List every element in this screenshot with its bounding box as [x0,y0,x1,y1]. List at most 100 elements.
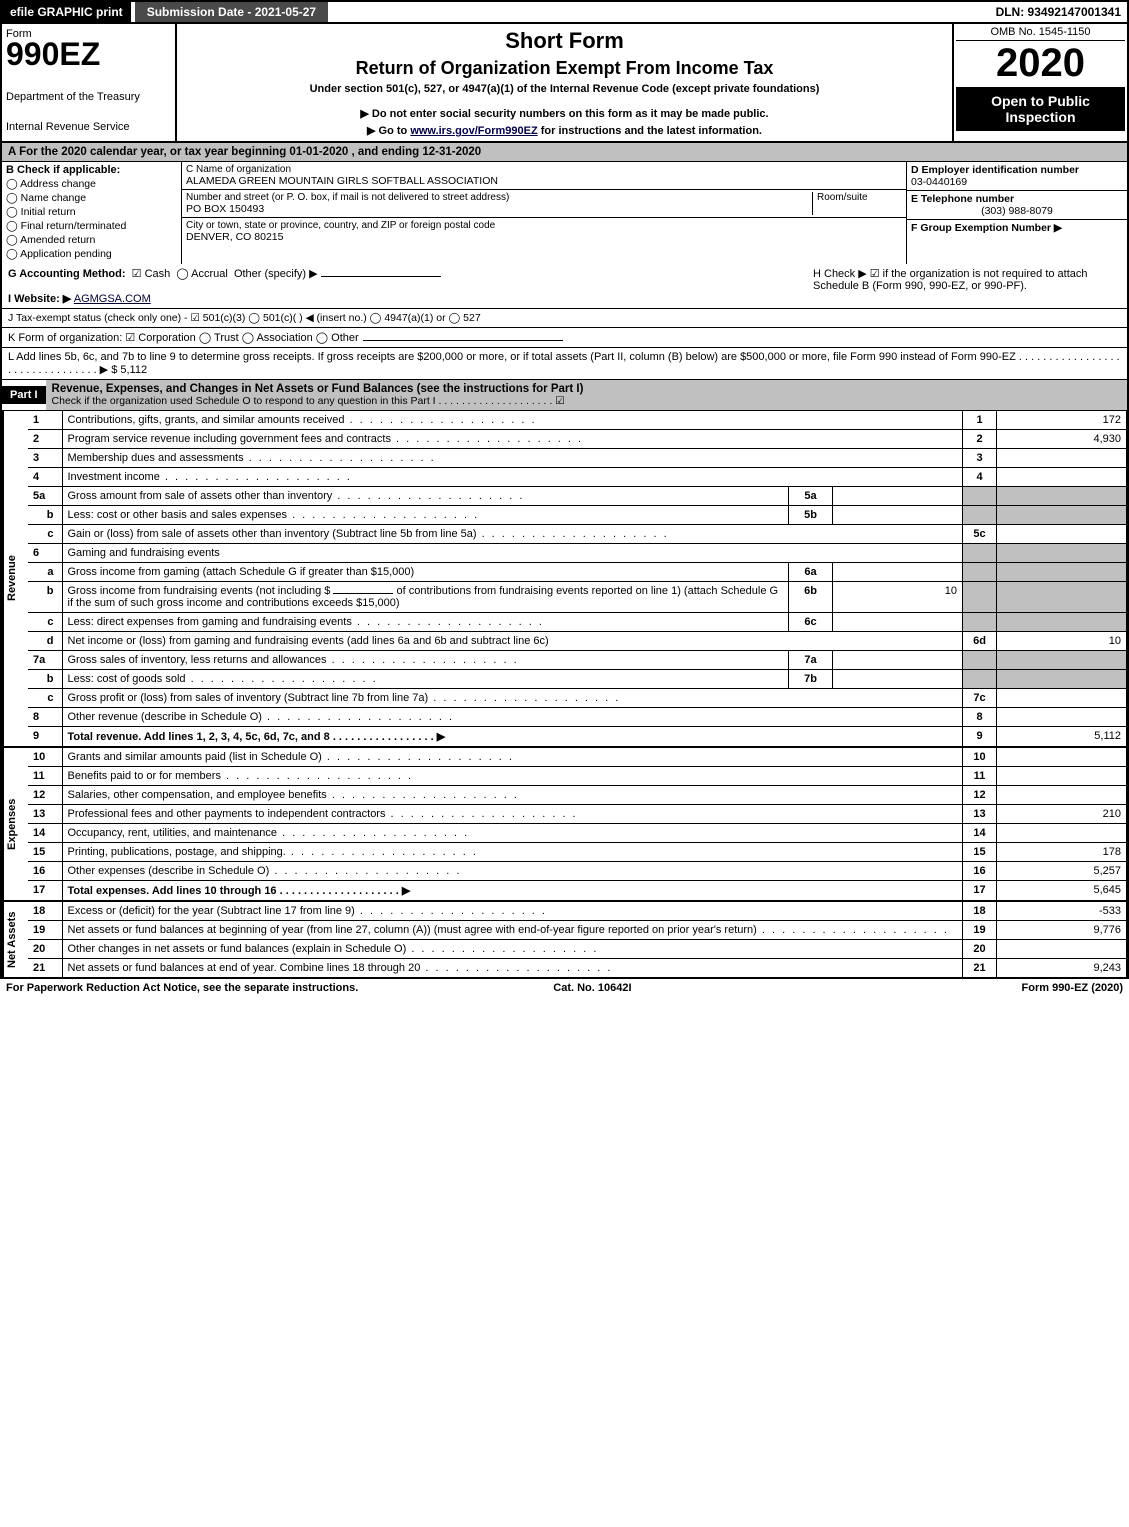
g-label: G Accounting Method: [8,268,126,280]
part1-title: Revenue, Expenses, and Changes in Net As… [52,383,1121,395]
line-1: 1Contributions, gifts, grants, and simil… [28,411,1127,430]
revenue-table: 1Contributions, gifts, grants, and simil… [28,411,1127,746]
netassets-table: 18Excess or (deficit) for the year (Subt… [28,902,1127,977]
line-12: 12Salaries, other compensation, and empl… [28,786,1127,805]
k-text: K Form of organization: ☑ Corporation ◯ … [8,331,359,344]
line-8: 8Other revenue (describe in Schedule O)8 [28,708,1127,727]
dln-label: DLN: 93492147001341 [996,5,1127,19]
header-left: Form 990EZ Department of the Treasury In… [2,24,177,141]
line-2: 2Program service revenue including gover… [28,430,1127,449]
irs-label: Internal Revenue Service [6,121,171,133]
revenue-vlabel: Revenue [2,411,28,746]
g-line: G Accounting Method: ☑ Cash ◯ Accrual Ot… [8,267,801,280]
footer-cat: Cat. No. 10642I [553,982,631,994]
chk-address-change[interactable]: ◯ Address change [6,178,177,190]
org-name: ALAMEDA GREEN MOUNTAIN GIRLS SOFTBALL AS… [186,175,902,187]
footer-left: For Paperwork Reduction Act Notice, see … [6,982,358,994]
line-5c: cGain or (loss) from sale of assets othe… [28,525,1127,544]
line-20: 20Other changes in net assets or fund ba… [28,940,1127,959]
line-5b: bLess: cost or other basis and sales exp… [28,506,1127,525]
line-16: 16Other expenses (describe in Schedule O… [28,862,1127,881]
goto-post: for instructions and the latest informat… [538,125,762,137]
h-line: H Check ▶ ☑ if the organization is not r… [807,264,1127,308]
f-label: F Group Exemption Number ▶ [911,222,1062,234]
i-label: I Website: ▶ [8,293,71,305]
line-17: 17Total expenses. Add lines 10 through 1… [28,881,1127,901]
revenue-section: Revenue 1Contributions, gifts, grants, a… [2,411,1127,748]
chk-amended-return[interactable]: ◯ Amended return [6,234,177,246]
expenses-table: 10Grants and similar amounts paid (list … [28,748,1127,900]
netassets-vlabel: Net Assets [2,902,28,977]
line-5a: 5aGross amount from sale of assets other… [28,487,1127,506]
section-b: B Check if applicable: ◯ Address change … [2,162,182,264]
chk-final-return[interactable]: ◯ Final return/terminated [6,220,177,232]
line-3: 3Membership dues and assessments3 [28,449,1127,468]
room-label: Room/suite [817,192,902,203]
submission-date-badge: Submission Date - 2021-05-27 [135,2,328,22]
section-c: C Name of organization ALAMEDA GREEN MOU… [182,162,907,264]
netassets-section: Net Assets 18Excess or (deficit) for the… [2,902,1127,977]
line-18: 18Excess or (deficit) for the year (Subt… [28,902,1127,921]
e-label: E Telephone number [911,193,1123,205]
expenses-vlabel: Expenses [2,748,28,900]
e-phone: E Telephone number (303) 988-8079 [907,191,1127,220]
g-other[interactable]: Other (specify) ▶ [234,268,318,280]
line-7a: 7aGross sales of inventory, less returns… [28,651,1127,670]
line-11: 11Benefits paid to or for members11 [28,767,1127,786]
header-right: OMB No. 1545-1150 2020 Open to Public In… [952,24,1127,141]
b-label: B Check if applicable: [6,164,177,176]
line-6b: bGross income from fundraising events (n… [28,582,1127,613]
line-14: 14Occupancy, rent, utilities, and mainte… [28,824,1127,843]
g-cash[interactable]: Cash [145,268,171,280]
form-number: 990EZ [6,36,171,73]
org-address: PO BOX 150493 [186,203,812,215]
chk-initial-return[interactable]: ◯ Initial return [6,206,177,218]
irs-link[interactable]: www.irs.gov/Form990EZ [410,125,537,137]
line-15: 15Printing, publications, postage, and s… [28,843,1127,862]
line-21: 21Net assets or fund balances at end of … [28,959,1127,978]
d-ein: D Employer identification number 03-0440… [907,162,1127,191]
line-10: 10Grants and similar amounts paid (list … [28,748,1127,767]
goto-pre: ▶ Go to [367,125,410,137]
part1-sub: Check if the organization used Schedule … [52,395,1121,407]
line-6d: dNet income or (loss) from gaming and fu… [28,632,1127,651]
line-13: 13Professional fees and other payments t… [28,805,1127,824]
c-addr-label: Number and street (or P. O. box, if mail… [186,192,812,203]
header-center: Short Form Return of Organization Exempt… [177,24,952,141]
page-footer: For Paperwork Reduction Act Notice, see … [0,979,1129,997]
omb-number: OMB No. 1545-1150 [956,26,1125,41]
info-grid: B Check if applicable: ◯ Address change … [2,162,1127,264]
d-label: D Employer identification number [911,164,1123,176]
ssn-warning: ▶ Do not enter social security numbers o… [181,107,948,120]
ein-value: 03-0440169 [911,176,1123,188]
l-line: L Add lines 5b, 6c, and 7b to line 9 to … [2,348,1127,380]
ghi-row: G Accounting Method: ☑ Cash ◯ Accrual Ot… [2,264,1127,309]
expenses-section: Expenses 10Grants and similar amounts pa… [2,748,1127,902]
c-name: C Name of organization ALAMEDA GREEN MOU… [182,162,906,190]
i-line: I Website: ▶ AGMGSA.COM [8,292,801,305]
j-text: J Tax-exempt status (check only one) - ☑… [8,312,481,324]
line-6a: aGross income from gaming (attach Schedu… [28,563,1127,582]
form-body: Form 990EZ Department of the Treasury In… [0,24,1129,979]
tax-year-bar: A For the 2020 calendar year, or tax yea… [2,143,1127,162]
goto-line: ▶ Go to www.irs.gov/Form990EZ for instru… [181,124,948,137]
chk-name-change[interactable]: ◯ Name change [6,192,177,204]
org-city: DENVER, CO 80215 [186,231,902,243]
efile-print-button[interactable]: efile GRAPHIC print [2,2,131,22]
c-city: City or town, state or province, country… [182,218,906,245]
f-group: F Group Exemption Number ▶ [907,220,1127,236]
line-19: 19Net assets or fund balances at beginni… [28,921,1127,940]
under-section: Under section 501(c), 527, or 4947(a)(1)… [181,83,948,95]
chk-application-pending[interactable]: ◯ Application pending [6,248,177,260]
k-line: K Form of organization: ☑ Corporation ◯ … [2,328,1127,348]
section-def: D Employer identification number 03-0440… [907,162,1127,264]
line-7c: cGross profit or (loss) from sales of in… [28,689,1127,708]
part1-header: Part I Revenue, Expenses, and Changes in… [2,380,1127,411]
line-9: 9Total revenue. Add lines 1, 2, 3, 4, 5c… [28,727,1127,747]
website-link[interactable]: AGMGSA.COM [74,293,151,305]
part1-label: Part I [2,386,46,404]
part1-title-row: Revenue, Expenses, and Changes in Net As… [46,380,1127,410]
form-title: Short Form [181,28,948,54]
dept-treasury: Department of the Treasury [6,91,171,103]
g-accrual[interactable]: Accrual [191,268,228,280]
